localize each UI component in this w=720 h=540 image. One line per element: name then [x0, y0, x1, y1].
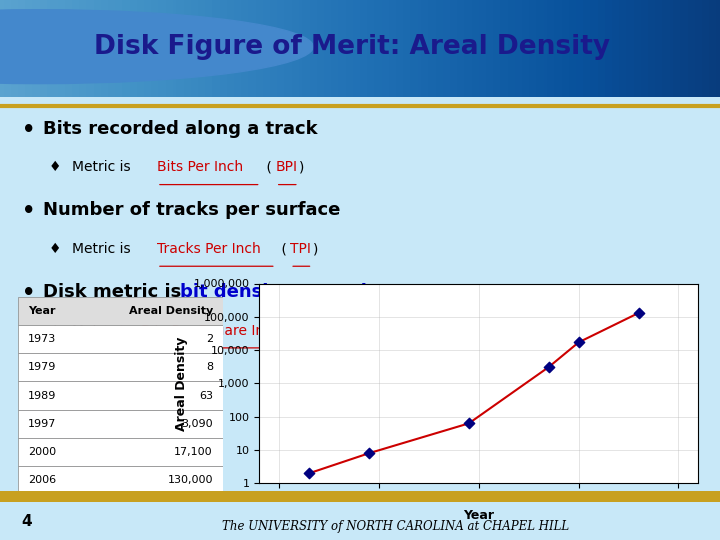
Text: Tracks Per Inch: Tracks Per Inch: [157, 242, 261, 256]
Text: 2: 2: [206, 334, 213, 344]
Point: [463, 419, 474, 428]
Text: 1979: 1979: [28, 362, 57, 373]
Text: Disk Figure of Merit: Areal Density: Disk Figure of Merit: Areal Density: [94, 33, 610, 59]
Text: TPI: TPI: [290, 242, 311, 256]
Text: ♦: ♦: [49, 160, 61, 174]
Text: 1973: 1973: [28, 334, 56, 344]
Text: 2000: 2000: [28, 447, 56, 457]
Text: 1997: 1997: [28, 418, 57, 429]
Text: :: :: [291, 324, 300, 338]
Text: ): ): [299, 160, 304, 174]
Point: [543, 363, 554, 372]
Text: Metric is: Metric is: [72, 324, 140, 338]
Text: Bits Per Inch: Bits Per Inch: [157, 160, 243, 174]
FancyBboxPatch shape: [18, 466, 223, 494]
FancyBboxPatch shape: [18, 438, 223, 466]
Text: •: •: [22, 283, 35, 303]
Text: 17,100: 17,100: [174, 447, 213, 457]
Point: [364, 449, 375, 457]
X-axis label: Year: Year: [463, 509, 495, 522]
Text: 4: 4: [22, 514, 32, 529]
Text: 8: 8: [206, 362, 213, 373]
FancyBboxPatch shape: [18, 381, 223, 410]
Text: Disk metric is: Disk metric is: [43, 283, 188, 301]
Text: bit density per unit area: bit density per unit area: [180, 283, 427, 301]
Text: Number of tracks per surface: Number of tracks per surface: [43, 201, 341, 219]
Text: 63: 63: [199, 390, 213, 401]
Text: Metric is: Metric is: [72, 160, 135, 174]
Text: •: •: [22, 120, 35, 140]
FancyBboxPatch shape: [18, 325, 223, 353]
Text: 130,000: 130,000: [168, 475, 213, 485]
FancyBboxPatch shape: [0, 491, 720, 502]
Text: ♦: ♦: [49, 324, 61, 338]
Text: Bits recorded along a track: Bits recorded along a track: [43, 120, 318, 138]
Text: (: (: [262, 160, 272, 174]
FancyBboxPatch shape: [18, 410, 223, 438]
Text: •: •: [22, 201, 35, 221]
FancyBboxPatch shape: [18, 297, 223, 325]
Text: Bits Per Square Inch: Bits Per Square Inch: [141, 324, 281, 338]
Text: BPI: BPI: [276, 160, 298, 174]
Text: 3,090: 3,090: [181, 418, 213, 429]
FancyBboxPatch shape: [18, 353, 223, 381]
Point: [633, 309, 644, 318]
Text: The UNIVERSITY of NORTH CAROLINA at CHAPEL HILL: The UNIVERSITY of NORTH CAROLINA at CHAP…: [222, 520, 570, 533]
Text: 2006: 2006: [28, 475, 56, 485]
Text: Areal Density: Areal Density: [129, 306, 213, 316]
Y-axis label: Areal Density: Areal Density: [175, 336, 188, 430]
Text: Year: Year: [28, 306, 55, 316]
Text: Areal Density: Areal Density: [301, 324, 394, 338]
Text: Metric is: Metric is: [72, 242, 135, 256]
Text: = BPI x TPI: = BPI x TPI: [400, 324, 480, 338]
Text: (: (: [277, 242, 287, 256]
Text: 1989: 1989: [28, 390, 57, 401]
Point: [303, 469, 315, 477]
Text: ): ): [312, 242, 318, 256]
Text: ♦: ♦: [49, 242, 61, 256]
Circle shape: [0, 10, 313, 84]
Point: [573, 338, 585, 347]
